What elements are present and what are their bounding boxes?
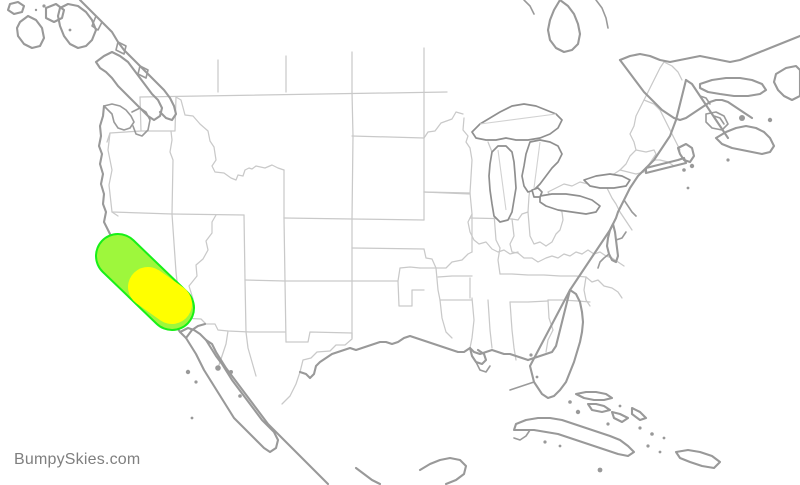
turbulence-overlay-layer[interactable] [95,233,195,331]
moderate-turbulence-segment[interactable] [128,267,192,324]
great-lakes-layer [471,103,631,223]
watermark-bumpyskies: BumpySkies.com [14,451,141,468]
coastlines-layer [6,0,800,485]
